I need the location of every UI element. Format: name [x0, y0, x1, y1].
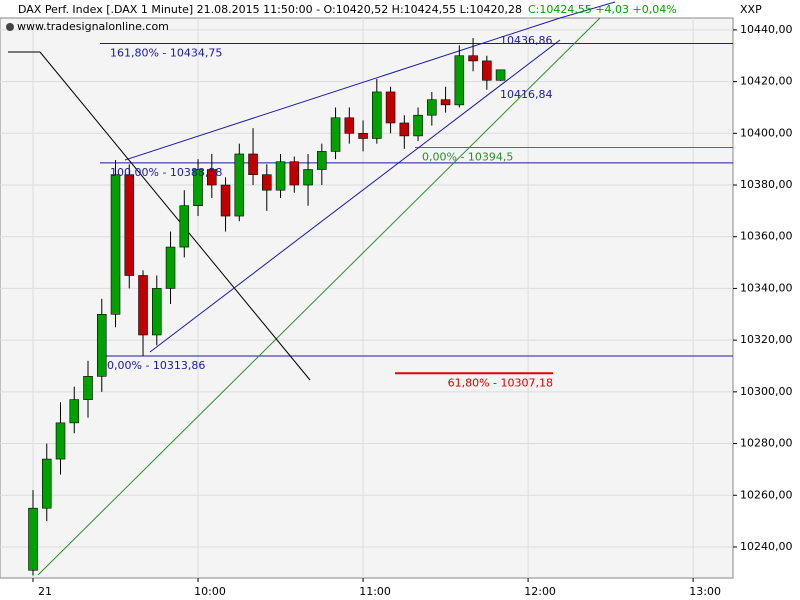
- candle-body: [234, 153, 245, 217]
- price-annotation: 10416,84: [500, 88, 553, 101]
- y-tick-label: 10320,00: [740, 333, 793, 346]
- candle-body: [124, 174, 135, 276]
- candle-body: [330, 117, 341, 152]
- level-label: 100,00% - 10388,58: [110, 166, 222, 179]
- candle-body: [317, 151, 327, 170]
- candle-body: [220, 184, 231, 217]
- y-tick-label: 10340,00: [740, 281, 793, 294]
- candle-body: [138, 275, 148, 336]
- candle-body: [468, 55, 478, 62]
- candle-body: [262, 174, 272, 191]
- y-tick-label: 10440,00: [740, 23, 793, 36]
- grid: [0, 18, 737, 582]
- trend-line: [37, 17, 601, 576]
- candle-body: [385, 91, 396, 124]
- candle-body: [110, 174, 121, 315]
- trend-line: [149, 39, 561, 353]
- price-annotation: 10436,86: [500, 34, 553, 47]
- level-label: 61,80% - 10307,18: [448, 376, 553, 389]
- candle-body: [28, 507, 38, 571]
- header-title: DAX Perf. Index [.DAX 1 Minute] 21.08.20…: [18, 3, 522, 16]
- web-icon: [6, 23, 14, 31]
- y-tick-label: 10360,00: [740, 230, 793, 243]
- candle-body: [495, 69, 506, 81]
- level-label: 0,00% - 10394,5: [422, 151, 513, 164]
- trend-line: [559, 1, 616, 19]
- candle-body: [55, 422, 66, 460]
- x-tick-label: 11:00: [359, 585, 391, 598]
- y-tick-label: 10420,00: [740, 75, 793, 88]
- candles: [28, 38, 506, 576]
- y-tick-label: 10400,00: [740, 126, 793, 139]
- trend-lines: [8, 1, 616, 576]
- trend-line: [39, 51, 311, 381]
- candle-body: [358, 133, 368, 139]
- x-tick-label: 10:00: [194, 585, 226, 598]
- y-tick-label: 10300,00: [740, 385, 793, 398]
- candle-body: [303, 169, 313, 186]
- y-tick-label: 10280,00: [740, 437, 793, 450]
- labels: 10240,00 10260,00 10280,00 10300,00 10320,00…: [38, 23, 792, 598]
- candle-body: [165, 246, 176, 289]
- candle-body: [399, 122, 410, 137]
- candle-body: [193, 169, 203, 207]
- candle-body: [289, 161, 300, 186]
- candle-body: [344, 117, 355, 134]
- candle-body: [427, 99, 437, 116]
- x-tick-label: 12:00: [524, 585, 556, 598]
- y-tick-label: 10260,00: [740, 488, 793, 501]
- candle-body: [207, 169, 217, 186]
- candle-body: [413, 114, 423, 137]
- x-tick-label: 21: [38, 585, 52, 598]
- candle-body: [69, 399, 80, 424]
- header-change: C:10424,55 +4,03 +0,04%: [528, 3, 677, 16]
- candle-body: [440, 99, 451, 106]
- candle-body: [179, 205, 190, 248]
- level-label: 161,80% - 10434,75: [110, 46, 222, 59]
- levels: [100, 42, 733, 375]
- candle-body: [275, 161, 286, 191]
- candle-body: [41, 458, 52, 509]
- candle-body: [454, 55, 465, 106]
- plot-area: [0, 17, 734, 579]
- trend-line: [124, 17, 561, 161]
- candle-body: [372, 91, 382, 139]
- x-tick-label: 13:00: [689, 585, 721, 598]
- candle-body: [96, 313, 107, 377]
- candle-body: [248, 153, 258, 175]
- candle-body: [83, 376, 93, 400]
- website[interactable]: www.tradesignalonline.com: [17, 20, 169, 33]
- level-label: 0,00% - 10313,86: [107, 359, 205, 372]
- y-tick-label: 10380,00: [740, 178, 793, 191]
- candle-body: [152, 288, 162, 336]
- symbol: XXP: [740, 3, 762, 16]
- y-tick-label: 10240,00: [740, 540, 793, 553]
- candle-body: [482, 60, 492, 81]
